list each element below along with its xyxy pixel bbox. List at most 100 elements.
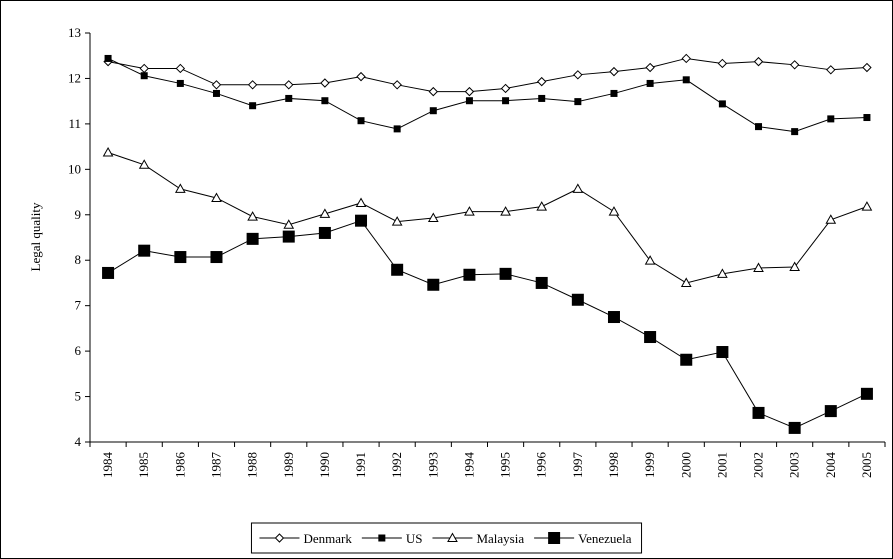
- marker: [646, 79, 654, 87]
- x-tick-label: 1986: [172, 452, 187, 479]
- y-tick-label: 12: [68, 70, 81, 85]
- y-tick-label: 7: [75, 298, 82, 313]
- marker: [680, 353, 693, 366]
- marker: [574, 98, 582, 106]
- x-tick-label: 1990: [317, 452, 332, 478]
- y-tick-label: 4: [75, 434, 82, 449]
- marker: [102, 146, 114, 157]
- x-tick-label: 1985: [136, 452, 151, 478]
- marker: [212, 89, 220, 97]
- marker: [789, 261, 801, 272]
- x-tick-label: 1988: [245, 452, 260, 478]
- marker: [274, 533, 285, 543]
- legend-item: Malaysia: [432, 531, 524, 546]
- marker: [464, 86, 475, 97]
- marker: [284, 80, 294, 90]
- x-tick-label: 1999: [642, 452, 657, 478]
- legend-label: US: [406, 531, 423, 546]
- marker: [357, 117, 365, 125]
- legend-item: Venezuela: [534, 531, 632, 546]
- y-tick-label: 11: [68, 116, 81, 131]
- series-line: [107, 57, 867, 133]
- marker: [824, 405, 837, 418]
- legend-label: Malaysia: [476, 531, 524, 546]
- y-tick-label: 6: [75, 343, 82, 358]
- marker: [752, 406, 765, 419]
- marker: [392, 80, 402, 90]
- marker: [391, 263, 404, 276]
- y-tick-label: 8: [75, 252, 82, 267]
- marker: [463, 268, 476, 281]
- marker: [645, 62, 655, 73]
- marker: [535, 276, 548, 289]
- marker: [608, 206, 620, 216]
- marker: [391, 216, 403, 226]
- marker: [138, 244, 151, 257]
- marker: [320, 78, 330, 88]
- marker: [571, 293, 584, 306]
- marker: [538, 94, 546, 102]
- marker: [176, 79, 184, 87]
- series-line: [107, 57, 867, 93]
- marker: [681, 53, 691, 64]
- marker: [102, 266, 115, 279]
- x-tick-label: 1993: [425, 452, 440, 478]
- x-tick-label: 2005: [859, 452, 874, 478]
- x-tick-label: 1995: [498, 452, 513, 478]
- marker: [356, 71, 366, 82]
- marker: [753, 262, 764, 272]
- y-tick-label: 10: [68, 161, 81, 176]
- marker: [718, 100, 726, 108]
- x-tick-label: 1997: [570, 452, 585, 479]
- marker: [465, 97, 473, 105]
- x-tick-label: 2004: [823, 452, 838, 479]
- marker: [249, 102, 257, 110]
- marker: [247, 211, 258, 221]
- legend-label: Venezuela: [578, 531, 632, 546]
- marker: [682, 76, 690, 84]
- marker: [827, 115, 835, 123]
- marker: [355, 197, 367, 207]
- marker: [355, 214, 368, 227]
- marker: [174, 251, 187, 264]
- marker: [174, 183, 186, 193]
- marker: [502, 97, 510, 105]
- marker: [755, 123, 763, 131]
- marker: [175, 63, 186, 74]
- marker: [246, 232, 259, 245]
- marker: [607, 311, 620, 324]
- x-tick-label: 1996: [534, 452, 549, 479]
- marker: [321, 97, 329, 105]
- legend-label: Denmark: [303, 531, 352, 546]
- marker: [548, 532, 561, 544]
- marker: [282, 230, 295, 243]
- y-tick-label: 9: [75, 207, 82, 222]
- marker: [573, 70, 583, 80]
- marker: [609, 66, 619, 77]
- marker: [716, 346, 729, 359]
- y-axis-label: Legal quality: [28, 202, 43, 271]
- marker: [429, 107, 437, 115]
- marker: [500, 83, 511, 94]
- marker: [788, 421, 801, 434]
- marker: [104, 54, 112, 62]
- series-line: [107, 152, 868, 284]
- marker: [536, 76, 547, 87]
- series-line: [107, 220, 868, 429]
- marker: [862, 62, 872, 73]
- marker: [428, 86, 439, 97]
- marker: [610, 89, 618, 97]
- marker: [499, 267, 512, 280]
- marker: [138, 159, 150, 169]
- marker: [210, 251, 223, 264]
- x-tick-label: 2003: [787, 452, 802, 478]
- x-tick-label: 1984: [100, 452, 115, 479]
- marker: [680, 277, 692, 287]
- marker: [211, 80, 222, 90]
- marker: [789, 60, 800, 70]
- marker: [644, 255, 656, 265]
- marker: [861, 201, 873, 211]
- legend-item: Denmark: [259, 531, 352, 546]
